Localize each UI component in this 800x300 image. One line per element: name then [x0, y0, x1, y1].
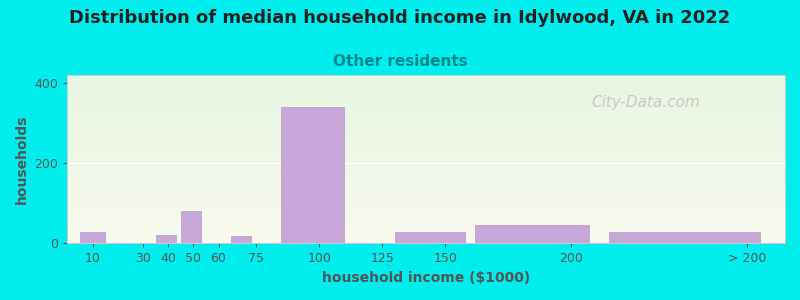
Bar	[231, 236, 251, 243]
Bar	[282, 107, 345, 243]
X-axis label: household income ($1000): household income ($1000)	[322, 271, 530, 285]
Text: City-Data.com: City-Data.com	[591, 95, 700, 110]
Y-axis label: households: households	[15, 115, 29, 204]
Bar	[80, 232, 106, 243]
Bar	[609, 232, 760, 243]
Bar	[181, 211, 201, 243]
Bar	[475, 225, 589, 243]
Bar	[394, 232, 466, 243]
Text: Other residents: Other residents	[333, 54, 467, 69]
Bar	[155, 236, 176, 243]
Text: Distribution of median household income in Idylwood, VA in 2022: Distribution of median household income …	[70, 9, 730, 27]
